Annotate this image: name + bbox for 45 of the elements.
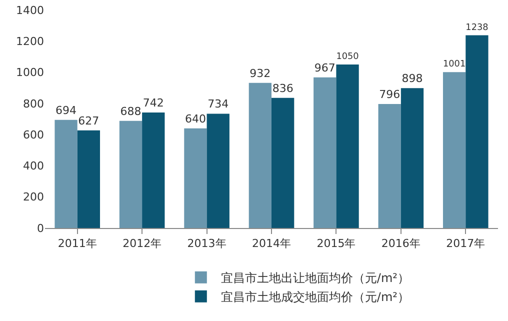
legend-label: 宜昌市土地出让地面均价（元/m²） bbox=[220, 271, 410, 286]
data-label: 796 bbox=[379, 88, 400, 102]
data-label: 898 bbox=[402, 72, 423, 86]
y-tick-label: 200 bbox=[23, 190, 44, 204]
y-tick-label: 0 bbox=[37, 222, 44, 235]
data-label: 627 bbox=[78, 114, 100, 128]
bar bbox=[77, 130, 100, 228]
bar bbox=[378, 104, 401, 228]
data-label: 694 bbox=[56, 104, 77, 117]
data-label: 932 bbox=[250, 66, 271, 80]
y-tick-label: 1400 bbox=[16, 4, 44, 17]
bar bbox=[314, 77, 336, 228]
x-tick-label: 2015年 bbox=[316, 237, 356, 250]
data-label: 1001 bbox=[443, 60, 466, 70]
data-label: 836 bbox=[272, 82, 294, 95]
bar bbox=[184, 128, 207, 228]
x-tick-label: 2016年 bbox=[381, 237, 420, 250]
x-tick-label: 2014年 bbox=[252, 237, 291, 250]
data-label: 1050 bbox=[336, 52, 360, 62]
data-label: 742 bbox=[142, 96, 164, 110]
x-tick-label: 2012年 bbox=[122, 237, 162, 250]
y-tick-label: 600 bbox=[23, 128, 44, 142]
data-label: 1238 bbox=[466, 22, 489, 33]
data-label: 967 bbox=[314, 61, 336, 74]
x-tick-label: 2013年 bbox=[187, 237, 226, 250]
x-tick-label: 2011年 bbox=[58, 237, 97, 250]
data-label: 640 bbox=[184, 112, 206, 126]
bar bbox=[119, 120, 142, 228]
legend-label: 宜昌市土地成交地面均价（元/m²） bbox=[220, 290, 410, 304]
x-tick-label: 2017年 bbox=[446, 237, 486, 250]
bar bbox=[336, 64, 359, 228]
bar bbox=[400, 88, 424, 228]
bar bbox=[54, 120, 78, 228]
bar bbox=[466, 35, 488, 228]
bar bbox=[442, 72, 466, 228]
bar bbox=[206, 114, 230, 228]
y-tick-label: 1200 bbox=[16, 34, 44, 48]
y-tick-label: 800 bbox=[23, 97, 44, 110]
bar bbox=[142, 112, 165, 228]
data-label: 688 bbox=[120, 104, 142, 118]
y-tick-label: 1000 bbox=[16, 66, 44, 80]
bar bbox=[248, 82, 272, 228]
bar bbox=[272, 98, 294, 228]
y-tick-label: 400 bbox=[23, 160, 44, 173]
data-label: 734 bbox=[208, 98, 229, 111]
